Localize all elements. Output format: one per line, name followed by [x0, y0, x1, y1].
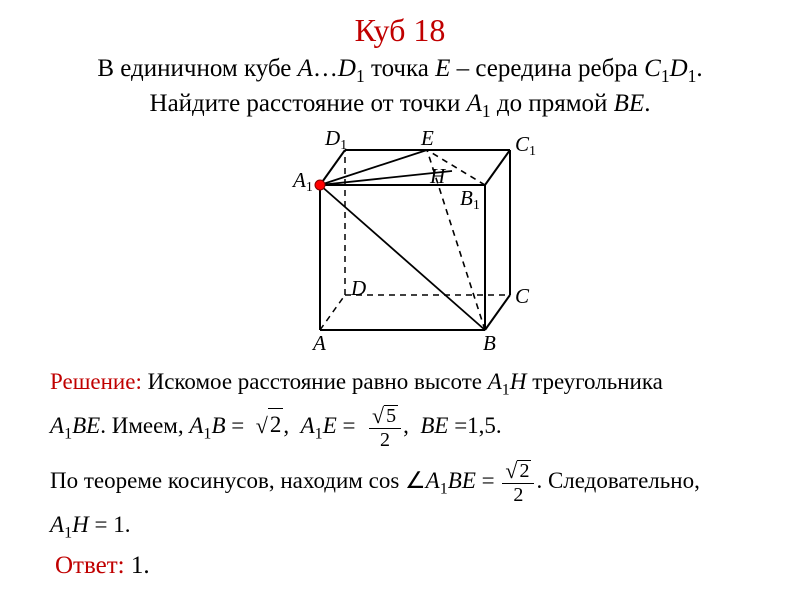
- problem-line-2: Найдите расстояние от точки A1 до прямой…: [150, 90, 651, 117]
- svg-text:C1: C1: [515, 132, 536, 159]
- page-title: Куб 18: [0, 0, 800, 49]
- sqrt-2: 2: [256, 409, 284, 441]
- cube-diagram: A B C D A1 B1 C1 D1 E H: [0, 125, 800, 360]
- solution-text: Решение: Искомое расстояние равно высоте…: [0, 366, 800, 545]
- cos-expr: cos ∠A1BE =: [369, 468, 501, 493]
- svg-text:A: A: [311, 331, 326, 355]
- frac-sqrt5-over-2: 5 2: [369, 405, 401, 450]
- svg-text:A1: A1: [291, 168, 313, 195]
- svg-text:D1: D1: [324, 126, 347, 153]
- svg-text:B: B: [483, 331, 496, 355]
- svg-text:D: D: [350, 276, 366, 300]
- answer-value: 1.: [125, 552, 150, 579]
- answer-line: Ответ: 1.: [0, 544, 800, 580]
- solution-label: Решение:: [50, 369, 142, 394]
- svg-text:B1: B1: [460, 186, 480, 213]
- svg-text:C: C: [515, 284, 530, 308]
- frac-sqrt2-over-2: 2 2: [502, 460, 534, 505]
- svg-text:E: E: [420, 126, 434, 150]
- answer-label: Ответ:: [55, 552, 125, 579]
- problem-text: В единичном кубе A…D1 точка E – середина…: [0, 49, 800, 123]
- problem-line-1: В единичном кубе A…D1 точка E – середина…: [97, 55, 702, 82]
- svg-text:H: H: [429, 164, 447, 188]
